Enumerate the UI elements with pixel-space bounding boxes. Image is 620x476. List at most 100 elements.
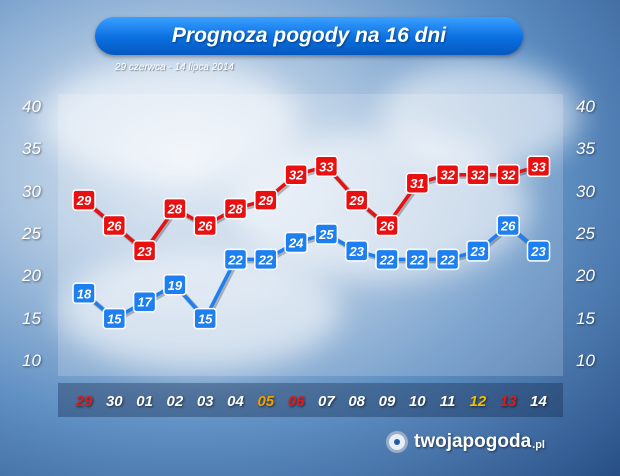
date-label: 06 xyxy=(287,393,305,410)
data-label: 22 xyxy=(258,252,274,267)
date-label: 08 xyxy=(348,393,366,410)
value-box xyxy=(102,307,127,330)
value-marker: 29 xyxy=(344,189,369,211)
data-label: 24 xyxy=(288,235,304,250)
data-label: 26 xyxy=(197,219,213,234)
value-box xyxy=(435,248,460,271)
value-marker: 32 xyxy=(435,163,460,186)
value-marker: 26 xyxy=(193,214,217,237)
value-marker: 15 xyxy=(102,307,127,330)
date-label: 03 xyxy=(196,393,214,410)
chart-title: Prognoza pogody na 16 dni xyxy=(95,17,523,55)
value-marker: 32 xyxy=(284,163,308,186)
value-box xyxy=(344,240,369,262)
value-marker: 26 xyxy=(496,214,520,237)
value-marker: 23 xyxy=(466,240,490,262)
data-label: 22 xyxy=(227,252,243,267)
value-marker: 25 xyxy=(314,223,339,245)
date-label: 09 xyxy=(378,393,396,410)
chart-panel xyxy=(58,94,563,376)
data-label: 22 xyxy=(439,252,455,267)
value-marker: 15 xyxy=(193,307,217,330)
value-marker: 32 xyxy=(496,163,520,186)
y-tick-label: 30 xyxy=(22,181,41,201)
data-label: 29 xyxy=(76,193,92,208)
value-box xyxy=(254,248,278,271)
value-marker: 22 xyxy=(435,248,460,271)
value-marker: 28 xyxy=(223,197,248,220)
value-box xyxy=(314,223,339,245)
value-box xyxy=(72,189,96,211)
data-label: 33 xyxy=(531,159,546,174)
value-box xyxy=(223,248,248,271)
value-box xyxy=(344,189,369,211)
y-tick-label: 20 xyxy=(576,266,595,286)
data-label: 23 xyxy=(136,244,152,259)
value-box xyxy=(435,163,460,186)
brand-logo: twojapogoda .pl xyxy=(386,428,545,456)
date-label: 10 xyxy=(408,393,426,410)
value-box xyxy=(193,214,217,237)
value-marker: 18 xyxy=(72,282,96,305)
value-box xyxy=(72,282,96,305)
date-label: 07 xyxy=(318,393,335,410)
y-tick-label: 25 xyxy=(22,224,41,243)
date-label: 14 xyxy=(530,393,547,410)
value-box xyxy=(284,163,308,186)
data-label: 19 xyxy=(168,278,183,293)
value-box xyxy=(526,240,551,262)
date-label: 11 xyxy=(439,393,456,410)
data-label: 28 xyxy=(167,202,183,217)
brand-name: twojapogoda xyxy=(414,431,532,452)
y-tick-label: 25 xyxy=(576,224,595,243)
value-marker: 29 xyxy=(254,189,278,211)
data-label: 26 xyxy=(106,219,122,234)
y-tick-label: 10 xyxy=(22,351,41,370)
value-box xyxy=(375,214,399,237)
y-tick-label: 35 xyxy=(576,139,595,159)
date-label: 29 xyxy=(75,393,93,410)
value-marker: 19 xyxy=(163,274,187,296)
value-box xyxy=(102,214,127,237)
data-label: 31 xyxy=(410,176,424,191)
value-marker: 22 xyxy=(405,248,430,271)
series-line xyxy=(82,164,539,253)
value-marker: 33 xyxy=(526,155,551,178)
y-tick-label: 20 xyxy=(22,266,41,286)
value-box xyxy=(132,290,157,313)
value-box xyxy=(405,172,430,194)
y-tick-label: 10 xyxy=(576,351,595,370)
value-marker: 23 xyxy=(344,240,369,262)
value-marker: 33 xyxy=(314,155,339,178)
value-box xyxy=(405,248,430,271)
y-tick-label: 40 xyxy=(576,97,595,116)
data-label: 22 xyxy=(379,252,395,267)
value-marker: 29 xyxy=(72,189,96,211)
value-marker: 23 xyxy=(132,240,157,262)
value-box xyxy=(375,248,399,271)
series-line-shadow xyxy=(83,223,542,325)
value-box xyxy=(132,240,157,262)
data-label: 23 xyxy=(470,244,486,259)
value-box xyxy=(193,307,217,330)
value-marker: 28 xyxy=(163,197,187,220)
data-label: 32 xyxy=(471,168,486,183)
value-box xyxy=(163,197,187,220)
y-tick-label: 35 xyxy=(22,139,41,159)
value-marker: 22 xyxy=(254,248,278,271)
data-label: 22 xyxy=(409,252,425,267)
value-marker: 26 xyxy=(102,214,127,237)
y-tick-label: 30 xyxy=(576,181,595,201)
y-tick-label: 15 xyxy=(22,308,41,328)
data-label: 18 xyxy=(77,286,92,301)
data-label: 26 xyxy=(379,219,395,234)
data-label: 29 xyxy=(348,193,364,208)
data-label: 32 xyxy=(289,168,304,183)
data-label: 33 xyxy=(319,159,334,174)
value-box xyxy=(254,189,278,211)
data-label: 32 xyxy=(501,168,516,183)
date-label: 01 xyxy=(136,393,153,410)
data-label: 15 xyxy=(107,312,122,327)
